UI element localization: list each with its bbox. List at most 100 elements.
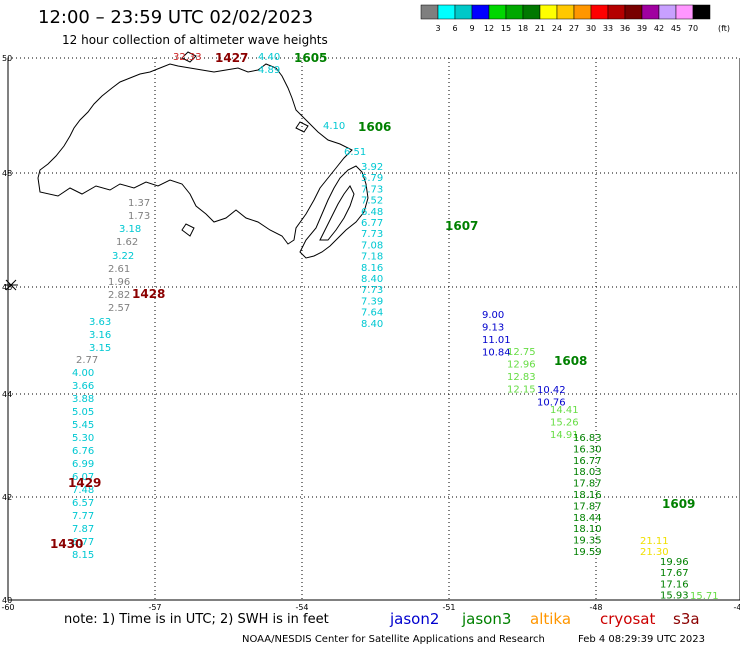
wave-height-value: 3.92	[361, 162, 383, 173]
wave-height-value: 4.00	[72, 368, 94, 379]
wave-height-value: 21.30	[640, 547, 669, 558]
lat-tick-label: 50	[2, 54, 12, 63]
pass-number-label: 1428	[132, 287, 165, 301]
wave-height-value: 7.77	[72, 511, 94, 522]
chart-title: 12:00 – 23:59 UTC 02/02/2023	[38, 7, 314, 28]
legend-swatch	[624, 4, 643, 20]
mission-label: cryosat	[600, 610, 656, 628]
legend-swatch	[641, 4, 660, 20]
wave-height-value: 6.76	[72, 446, 94, 457]
wave-height-value: 1.73	[128, 211, 150, 222]
wave-height-value: 16.77	[573, 456, 602, 467]
wave-height-value: 9.00	[482, 310, 504, 321]
wave-height-value: 7.73	[361, 184, 383, 195]
wave-height-value: 7.64	[361, 308, 383, 319]
pass-number-label: 1607	[445, 219, 478, 233]
inner-bay	[319, 185, 355, 241]
pass-labels: 1427 1605 1606 1607 1428 1608 1429 1609 1430	[50, 51, 695, 551]
lon-tick-label: -51	[442, 603, 455, 612]
legend-tick-label: 18	[518, 24, 528, 33]
lat-tick-label: 46	[2, 283, 12, 292]
wave-height-value: 6.77	[361, 218, 383, 229]
wave-height-value: 19.96	[660, 557, 689, 568]
wave-height-value: 18.03	[573, 467, 602, 478]
mission-label: jason2	[390, 610, 440, 628]
wave-height-value: 6.99	[72, 459, 94, 470]
coastline	[37, 51, 369, 259]
wave-height-value: 19.59	[573, 547, 602, 558]
island-north	[181, 51, 197, 63]
wave-height-value: 12.83	[507, 372, 536, 383]
legend-unit: (ft)	[718, 24, 730, 33]
wave-height-value: 8.40	[361, 319, 383, 330]
legend-tick-label: 39	[637, 24, 647, 33]
legend-tick-label: 27	[569, 24, 579, 33]
wave-height-value: 7.52	[361, 196, 383, 207]
wave-height-value: 6.51	[344, 147, 366, 158]
lat-tick-label: 42	[2, 493, 12, 502]
wave-height-value: 19.35	[573, 536, 602, 547]
wave-height-value: 4.10	[323, 121, 345, 132]
pass-number-label: 1606	[358, 120, 391, 134]
wave-height-value: 7.18	[361, 252, 383, 263]
wave-height-value: 14.41	[550, 405, 579, 416]
wave-height-value: 3.66	[72, 381, 94, 392]
legend-swatch	[539, 4, 558, 20]
legend-tick-label: 15	[501, 24, 511, 33]
legend-tick-label: 24	[552, 24, 562, 33]
marker-icon	[4, 279, 18, 291]
legend-tick-label: 30	[586, 24, 596, 33]
wave-height-value: 5.30	[72, 433, 94, 444]
lon-tick-label: -48	[589, 603, 602, 612]
wave-height-value: 4.40	[258, 52, 280, 63]
wave-height-value: 18.44	[573, 513, 602, 524]
legend-swatch	[522, 4, 541, 20]
lat-lon-grid	[7, 57, 740, 601]
pass-number-label: 1430	[50, 537, 83, 551]
wave-height-value: 2.61	[108, 264, 130, 275]
wave-height-value: 8.16	[361, 263, 383, 274]
wave-height-value: 17.16	[660, 579, 689, 590]
timestamp-text: Feb 4 08:29:39 UTC 2023	[578, 634, 705, 645]
legend-tick-label: 12	[484, 24, 494, 33]
wave-height-value: 2.57	[108, 303, 130, 314]
lat-tick-label: 48	[2, 169, 12, 178]
mission-label: s3a	[673, 610, 700, 628]
legend-swatch	[420, 4, 439, 20]
legend-tick-label: 6	[452, 24, 457, 33]
legend-swatch	[556, 4, 575, 20]
wave-height-value: 7.87	[72, 524, 94, 535]
wave-height-value: 7.48	[72, 485, 94, 496]
wave-height-value: 16.30	[573, 444, 602, 455]
wave-height-value: 21.11	[640, 536, 669, 547]
lat-tick-label: 44	[2, 390, 12, 399]
legend-tick-label: 42	[654, 24, 664, 33]
legend-swatch	[675, 4, 694, 20]
lat-tick-label: 40	[2, 596, 12, 605]
wave-height-value: 5.05	[72, 407, 94, 418]
lon-tick-label: -60	[1, 603, 14, 612]
wave-height-value: 3.63	[89, 317, 111, 328]
legend-swatch	[454, 4, 473, 20]
wave-height-value: 10.42	[537, 385, 566, 396]
wave-height-value: 17.87	[573, 501, 602, 512]
color-legend: 3 6 9 12 15 18 21 24 27 30 33 36 39 42 45 70 (ft)	[420, 4, 730, 33]
wave-height-value: 11.01	[482, 335, 511, 346]
pass-number-label: 1429	[68, 476, 101, 490]
wave-height-values: 32.33 4.40 4.89 4.10 6.51 1.37 1.73 3.18 1.62 3.2…	[72, 52, 719, 602]
wave-height-value: 10.84	[482, 348, 511, 359]
wave-height-value: 2.77	[76, 355, 98, 366]
note-text: note: 1) Time is in UTC; 2) SWH is in fe…	[64, 612, 329, 627]
legend-swatch	[658, 4, 677, 20]
wave-height-value: 17.87	[573, 479, 602, 490]
wave-height-value: 5.45	[72, 420, 94, 431]
wave-height-value: 3.16	[89, 330, 111, 341]
legend-tick-label: 45	[671, 24, 681, 33]
wave-height-value: 12.15	[507, 385, 536, 396]
newfoundland-outline	[37, 63, 353, 245]
pass-number-label: 1609	[662, 497, 695, 511]
legend-tick-label: 33	[603, 24, 613, 33]
wave-height-value: 7.39	[361, 296, 383, 307]
legend-swatch	[488, 4, 507, 20]
mission-label: altika	[530, 610, 572, 628]
